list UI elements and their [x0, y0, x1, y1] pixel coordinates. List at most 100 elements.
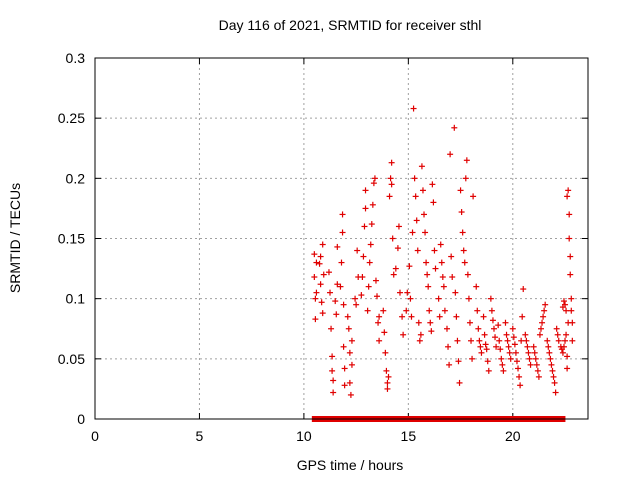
data-point — [498, 355, 505, 362]
data-point — [399, 313, 406, 320]
data-point — [424, 271, 431, 278]
data-point — [360, 253, 367, 260]
data-point — [484, 358, 491, 365]
data-point — [371, 175, 378, 182]
data-point — [411, 175, 418, 182]
data-point — [316, 260, 323, 267]
data-point — [422, 229, 429, 236]
data-point — [503, 331, 510, 338]
data-point — [492, 334, 499, 341]
data-point — [367, 241, 374, 248]
data-point — [318, 299, 325, 306]
data-point — [456, 379, 463, 386]
data-point — [554, 331, 561, 338]
data-point — [485, 367, 492, 374]
data-point — [449, 274, 456, 281]
data-point — [489, 317, 496, 324]
data-point — [381, 329, 388, 336]
data-point — [382, 349, 389, 356]
data-point — [410, 105, 417, 112]
data-point — [387, 175, 394, 182]
data-point — [468, 337, 475, 344]
data-point — [396, 289, 403, 296]
data-point — [565, 319, 572, 326]
data-point — [329, 367, 336, 374]
data-point — [473, 283, 480, 290]
data-point — [566, 235, 573, 242]
data-point — [478, 349, 485, 356]
data-point — [409, 229, 416, 236]
data-point — [564, 353, 571, 360]
x-tick-label: 20 — [505, 428, 521, 444]
data-point — [313, 289, 320, 296]
x-tick-label: 10 — [296, 428, 312, 444]
data-point — [341, 382, 348, 389]
data-point — [376, 337, 383, 344]
data-point — [380, 307, 387, 314]
data-point — [362, 205, 369, 212]
data-point — [384, 379, 391, 386]
data-point — [567, 253, 574, 260]
data-point — [412, 193, 419, 200]
data-point — [567, 271, 574, 278]
data-point — [428, 328, 435, 335]
data-point — [504, 337, 511, 344]
data-point — [362, 187, 369, 194]
data-point — [540, 313, 547, 320]
data-point — [312, 316, 319, 323]
data-point — [389, 235, 396, 242]
data-points — [311, 105, 576, 398]
data-point — [496, 337, 503, 344]
data-point — [388, 159, 395, 166]
data-point — [564, 365, 571, 372]
data-point — [432, 265, 439, 272]
data-point — [510, 334, 517, 341]
data-point — [440, 283, 447, 290]
data-point — [477, 343, 484, 350]
data-point — [507, 355, 514, 362]
data-point — [500, 367, 507, 374]
data-point — [348, 361, 355, 368]
data-point — [532, 355, 539, 362]
data-point — [383, 367, 390, 374]
data-point — [519, 313, 526, 320]
data-point — [413, 217, 420, 224]
x-tick-label: 15 — [401, 428, 417, 444]
data-point — [569, 337, 576, 344]
y-tick-label: 0.25 — [58, 110, 85, 126]
data-point — [400, 331, 407, 338]
data-point — [522, 331, 529, 338]
data-point — [441, 307, 448, 314]
data-point — [369, 201, 376, 208]
data-point — [311, 274, 318, 281]
x-tick-label: 0 — [91, 428, 99, 444]
data-point — [452, 289, 459, 296]
data-point — [325, 269, 332, 276]
data-point — [474, 307, 481, 314]
data-point — [533, 361, 540, 368]
data-point — [384, 385, 391, 392]
data-point — [390, 271, 397, 278]
data-point — [375, 319, 382, 326]
data-point — [550, 373, 557, 380]
data-point — [408, 313, 415, 320]
data-point — [394, 245, 401, 252]
data-point — [368, 221, 375, 228]
data-point — [516, 373, 523, 380]
data-point — [347, 391, 354, 398]
data-point — [568, 307, 575, 314]
data-point — [425, 283, 432, 290]
data-point — [482, 341, 489, 348]
data-point — [490, 325, 497, 332]
data-point — [549, 367, 556, 374]
data-point — [339, 229, 346, 236]
data-point — [365, 283, 372, 290]
data-point — [563, 307, 570, 314]
data-point — [553, 325, 560, 332]
data-point — [386, 193, 393, 200]
data-point — [388, 181, 395, 188]
tick-labels: 0 5 10 15 20 0 0.05 0.1 0.15 0.2 0.25 0.3 — [58, 50, 521, 444]
data-point — [497, 346, 504, 353]
data-point — [346, 379, 353, 386]
data-point — [319, 310, 326, 317]
